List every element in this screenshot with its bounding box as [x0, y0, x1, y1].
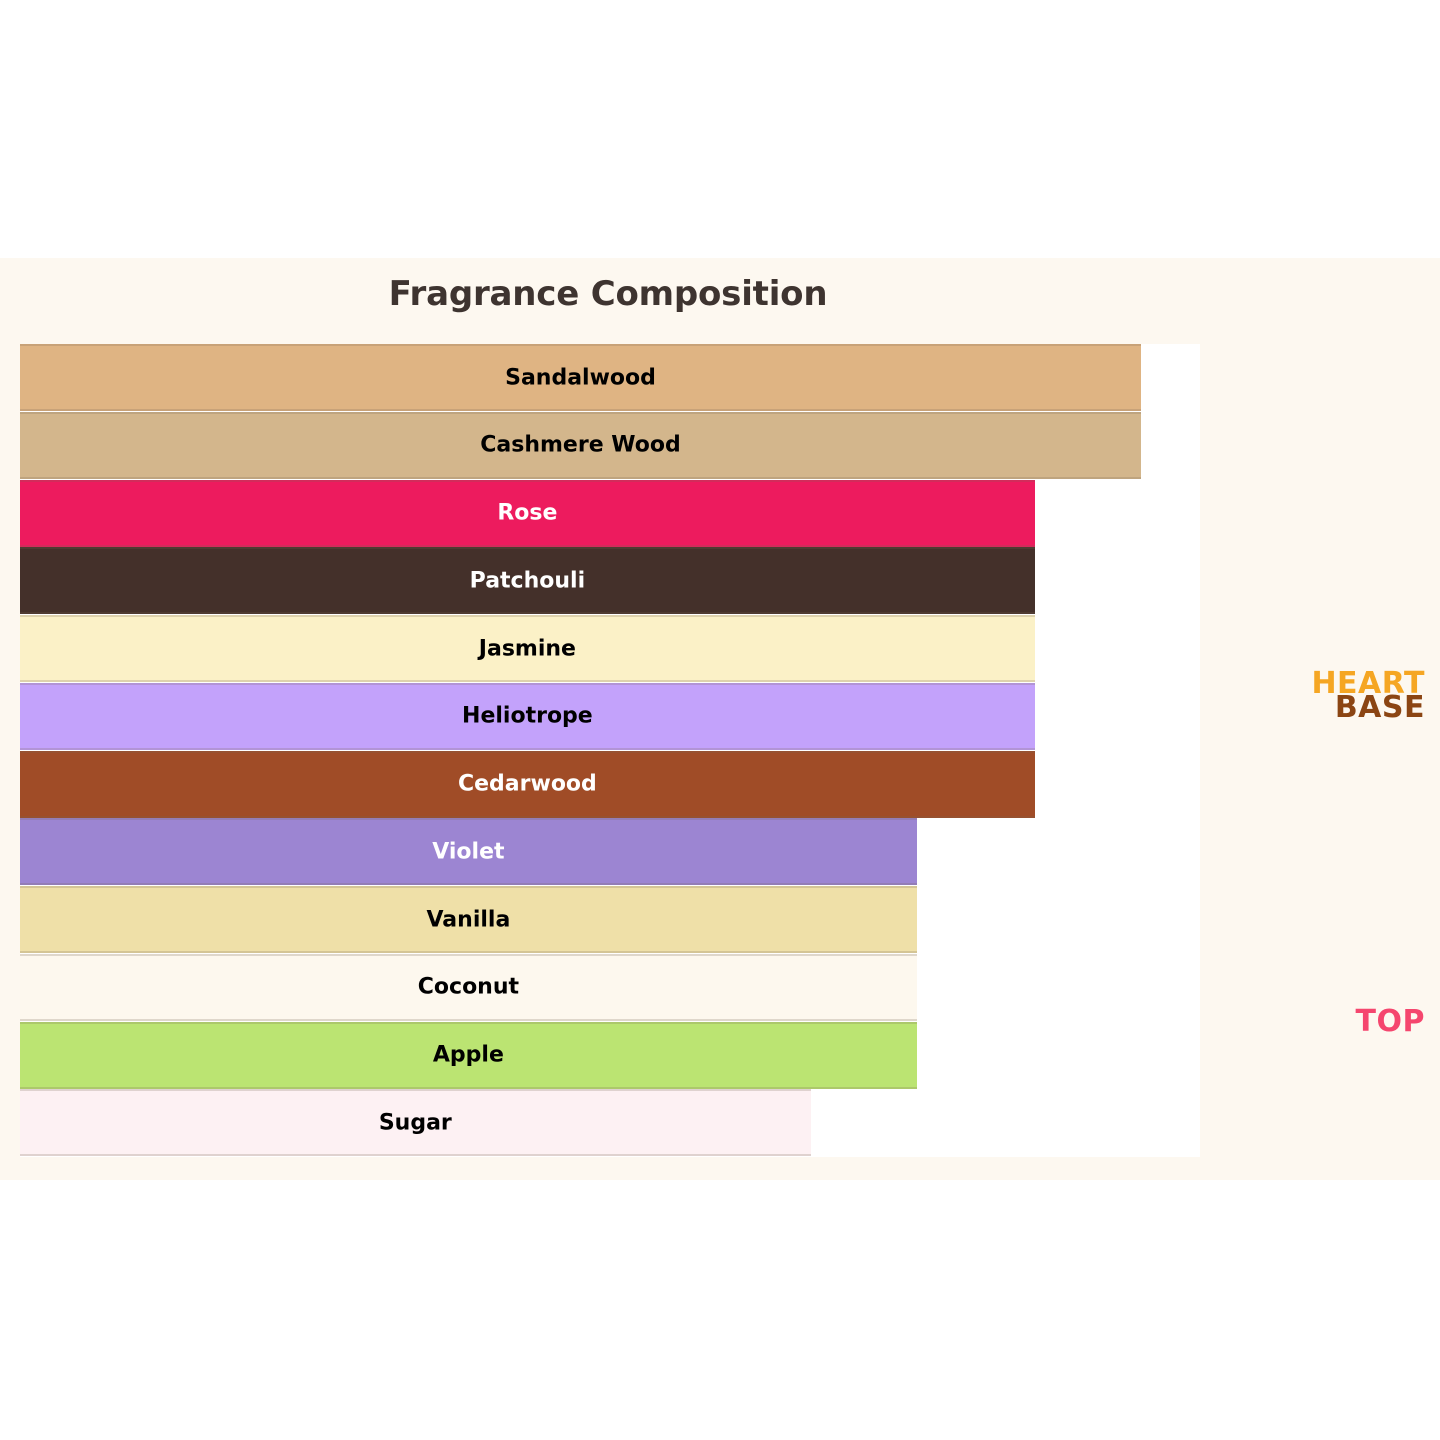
bar-cedarwood[interactable]	[20, 750, 1035, 818]
bar-row: Coconut	[20, 953, 1200, 1021]
chart-figure: Fragrance Composition Sandalwood Cashmere…	[0, 258, 1440, 1180]
stage-annotation-top: TOP	[1355, 1004, 1425, 1039]
bar-coconut[interactable]	[20, 953, 917, 1021]
stage-annotation-heart: HEART	[1311, 666, 1425, 701]
stage-annotation-base: BASE	[1334, 690, 1425, 725]
bar-row: Violet	[20, 818, 1200, 886]
bar-row: Patchouli	[20, 547, 1200, 615]
bar-sandalwood[interactable]	[20, 344, 1141, 412]
bar-vanilla[interactable]	[20, 886, 917, 954]
bar-patchouli[interactable]	[20, 547, 1035, 615]
bar-row: Sandalwood	[20, 344, 1200, 412]
bar-row: Cashmere Wood	[20, 411, 1200, 479]
bar-cashmere-wood[interactable]	[20, 411, 1141, 479]
bar-sugar[interactable]	[20, 1089, 811, 1157]
bar-apple[interactable]	[20, 1021, 917, 1089]
plot-area: Sandalwood Cashmere Wood Rose Patchouli Jasm…	[20, 344, 1200, 1157]
bar-row: Vanilla	[20, 886, 1200, 954]
bar-heliotrope[interactable]	[20, 682, 1035, 750]
bar-row: Apple	[20, 1021, 1200, 1089]
bar-row: Cedarwood	[20, 750, 1200, 818]
bar-row: Rose	[20, 479, 1200, 547]
bar-jasmine[interactable]	[20, 615, 1035, 683]
bar-row: Sugar	[20, 1089, 1200, 1157]
bar-violet[interactable]	[20, 818, 917, 886]
bar-row: Heliotrope	[20, 682, 1200, 750]
bar-row: Jasmine	[20, 615, 1200, 683]
page-title: Fragrance Composition	[388, 274, 828, 314]
bar-rose[interactable]	[20, 479, 1035, 547]
